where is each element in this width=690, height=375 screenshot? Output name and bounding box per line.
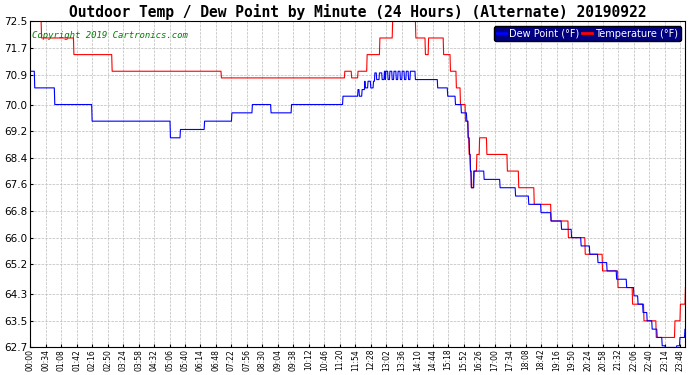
Legend: Dew Point (°F), Temperature (°F): Dew Point (°F), Temperature (°F) bbox=[494, 26, 680, 41]
Text: Copyright 2019 Cartronics.com: Copyright 2019 Cartronics.com bbox=[32, 31, 188, 40]
Title: Outdoor Temp / Dew Point by Minute (24 Hours) (Alternate) 20190922: Outdoor Temp / Dew Point by Minute (24 H… bbox=[69, 4, 647, 20]
